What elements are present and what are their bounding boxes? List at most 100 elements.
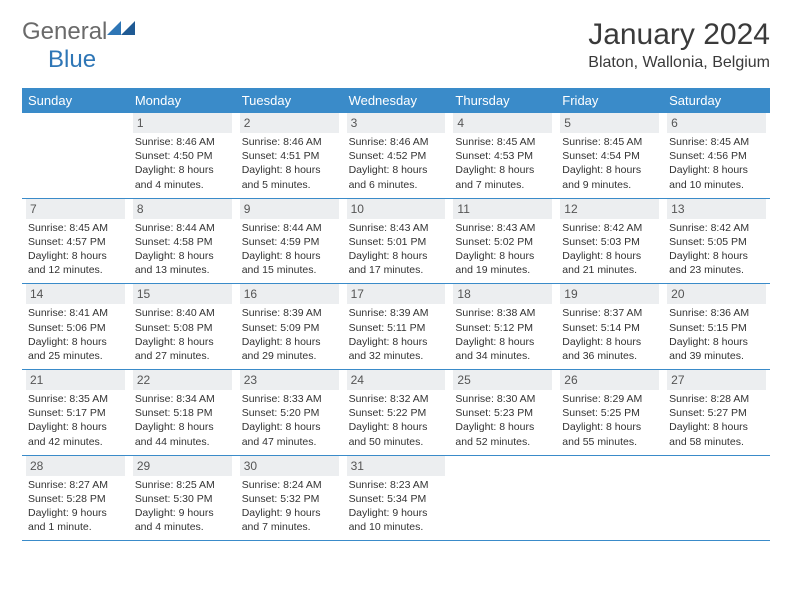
day-number: 12 xyxy=(560,199,659,219)
day-number: 31 xyxy=(347,456,446,476)
sunrise-text: Sunrise: 8:27 AM xyxy=(28,478,123,492)
sunset-text: Sunset: 5:32 PM xyxy=(242,492,337,506)
day-cell: 21Sunrise: 8:35 AMSunset: 5:17 PMDayligh… xyxy=(22,370,129,455)
day-number xyxy=(560,456,659,476)
day-number xyxy=(667,456,766,476)
day-cell: 19Sunrise: 8:37 AMSunset: 5:14 PMDayligh… xyxy=(556,284,663,369)
sunrise-text: Sunrise: 8:32 AM xyxy=(349,392,444,406)
day-number: 26 xyxy=(560,370,659,390)
logo-word-general: General xyxy=(22,18,107,45)
daylight-text: Daylight: 8 hours and 34 minutes. xyxy=(455,335,550,363)
day-cell: 27Sunrise: 8:28 AMSunset: 5:27 PMDayligh… xyxy=(663,370,770,455)
daylight-text: Daylight: 9 hours and 1 minute. xyxy=(28,506,123,534)
daylight-text: Daylight: 8 hours and 5 minutes. xyxy=(242,163,337,191)
sunrise-text: Sunrise: 8:42 AM xyxy=(669,221,764,235)
day-number: 3 xyxy=(347,113,446,133)
day-cell: 26Sunrise: 8:29 AMSunset: 5:25 PMDayligh… xyxy=(556,370,663,455)
sunrise-text: Sunrise: 8:38 AM xyxy=(455,306,550,320)
day-cell: 20Sunrise: 8:36 AMSunset: 5:15 PMDayligh… xyxy=(663,284,770,369)
day-details: Sunrise: 8:42 AMSunset: 5:03 PMDaylight:… xyxy=(560,221,659,278)
day-number: 24 xyxy=(347,370,446,390)
daylight-text: Daylight: 8 hours and 13 minutes. xyxy=(135,249,230,277)
daylight-text: Daylight: 8 hours and 6 minutes. xyxy=(349,163,444,191)
day-details: Sunrise: 8:44 AMSunset: 4:59 PMDaylight:… xyxy=(240,221,339,278)
sunrise-text: Sunrise: 8:43 AM xyxy=(455,221,550,235)
day-number: 5 xyxy=(560,113,659,133)
week-row: 7Sunrise: 8:45 AMSunset: 4:57 PMDaylight… xyxy=(22,199,770,285)
day-details: Sunrise: 8:45 AMSunset: 4:53 PMDaylight:… xyxy=(453,135,552,192)
daylight-text: Daylight: 8 hours and 32 minutes. xyxy=(349,335,444,363)
week-row: 28Sunrise: 8:27 AMSunset: 5:28 PMDayligh… xyxy=(22,456,770,542)
day-cell-empty xyxy=(22,113,129,198)
sunset-text: Sunset: 4:59 PM xyxy=(242,235,337,249)
day-cell: 12Sunrise: 8:42 AMSunset: 5:03 PMDayligh… xyxy=(556,199,663,284)
sunset-text: Sunset: 5:09 PM xyxy=(242,321,337,335)
sunset-text: Sunset: 5:17 PM xyxy=(28,406,123,420)
daylight-text: Daylight: 8 hours and 21 minutes. xyxy=(562,249,657,277)
weekday-wednesday: Wednesday xyxy=(343,88,450,113)
day-details: Sunrise: 8:35 AMSunset: 5:17 PMDaylight:… xyxy=(26,392,125,449)
logo: General Blue xyxy=(22,18,135,74)
day-details: Sunrise: 8:37 AMSunset: 5:14 PMDaylight:… xyxy=(560,306,659,363)
sunrise-text: Sunrise: 8:30 AM xyxy=(455,392,550,406)
day-number: 23 xyxy=(240,370,339,390)
sunrise-text: Sunrise: 8:29 AM xyxy=(562,392,657,406)
sunset-text: Sunset: 4:57 PM xyxy=(28,235,123,249)
day-details: Sunrise: 8:45 AMSunset: 4:57 PMDaylight:… xyxy=(26,221,125,278)
sunset-text: Sunset: 5:15 PM xyxy=(669,321,764,335)
sunrise-text: Sunrise: 8:42 AM xyxy=(562,221,657,235)
sunrise-text: Sunrise: 8:39 AM xyxy=(349,306,444,320)
day-number: 7 xyxy=(26,199,125,219)
logo-word-blue: Blue xyxy=(48,46,96,73)
daylight-text: Daylight: 8 hours and 7 minutes. xyxy=(455,163,550,191)
sunset-text: Sunset: 4:54 PM xyxy=(562,149,657,163)
day-details: Sunrise: 8:29 AMSunset: 5:25 PMDaylight:… xyxy=(560,392,659,449)
day-details: Sunrise: 8:39 AMSunset: 5:09 PMDaylight:… xyxy=(240,306,339,363)
sunset-text: Sunset: 5:20 PM xyxy=(242,406,337,420)
calendar: SundayMondayTuesdayWednesdayThursdayFrid… xyxy=(22,88,770,541)
day-details: Sunrise: 8:32 AMSunset: 5:22 PMDaylight:… xyxy=(347,392,446,449)
day-number: 18 xyxy=(453,284,552,304)
sunset-text: Sunset: 5:27 PM xyxy=(669,406,764,420)
day-number: 6 xyxy=(667,113,766,133)
sunset-text: Sunset: 5:12 PM xyxy=(455,321,550,335)
day-cell: 24Sunrise: 8:32 AMSunset: 5:22 PMDayligh… xyxy=(343,370,450,455)
sunset-text: Sunset: 5:11 PM xyxy=(349,321,444,335)
day-cell: 3Sunrise: 8:46 AMSunset: 4:52 PMDaylight… xyxy=(343,113,450,198)
day-cell: 11Sunrise: 8:43 AMSunset: 5:02 PMDayligh… xyxy=(449,199,556,284)
daylight-text: Daylight: 8 hours and 42 minutes. xyxy=(28,420,123,448)
sunset-text: Sunset: 4:51 PM xyxy=(242,149,337,163)
day-details: Sunrise: 8:40 AMSunset: 5:08 PMDaylight:… xyxy=(133,306,232,363)
daylight-text: Daylight: 8 hours and 19 minutes. xyxy=(455,249,550,277)
day-details: Sunrise: 8:33 AMSunset: 5:20 PMDaylight:… xyxy=(240,392,339,449)
day-details: Sunrise: 8:34 AMSunset: 5:18 PMDaylight:… xyxy=(133,392,232,449)
daylight-text: Daylight: 8 hours and 15 minutes. xyxy=(242,249,337,277)
week-row: 14Sunrise: 8:41 AMSunset: 5:06 PMDayligh… xyxy=(22,284,770,370)
sunset-text: Sunset: 5:02 PM xyxy=(455,235,550,249)
day-cell-empty xyxy=(449,456,556,541)
day-details: Sunrise: 8:36 AMSunset: 5:15 PMDaylight:… xyxy=(667,306,766,363)
daylight-text: Daylight: 8 hours and 29 minutes. xyxy=(242,335,337,363)
daylight-text: Daylight: 8 hours and 23 minutes. xyxy=(669,249,764,277)
weekday-header-row: SundayMondayTuesdayWednesdayThursdayFrid… xyxy=(22,88,770,113)
day-number: 13 xyxy=(667,199,766,219)
day-details: Sunrise: 8:44 AMSunset: 4:58 PMDaylight:… xyxy=(133,221,232,278)
day-cell: 30Sunrise: 8:24 AMSunset: 5:32 PMDayligh… xyxy=(236,456,343,541)
day-cell: 28Sunrise: 8:27 AMSunset: 5:28 PMDayligh… xyxy=(22,456,129,541)
daylight-text: Daylight: 8 hours and 10 minutes. xyxy=(669,163,764,191)
daylight-text: Daylight: 8 hours and 52 minutes. xyxy=(455,420,550,448)
day-number xyxy=(26,113,125,133)
day-cell: 5Sunrise: 8:45 AMSunset: 4:54 PMDaylight… xyxy=(556,113,663,198)
day-details: Sunrise: 8:38 AMSunset: 5:12 PMDaylight:… xyxy=(453,306,552,363)
sunset-text: Sunset: 5:34 PM xyxy=(349,492,444,506)
sunset-text: Sunset: 4:50 PM xyxy=(135,149,230,163)
sunrise-text: Sunrise: 8:41 AM xyxy=(28,306,123,320)
day-cell: 8Sunrise: 8:44 AMSunset: 4:58 PMDaylight… xyxy=(129,199,236,284)
day-details: Sunrise: 8:43 AMSunset: 5:01 PMDaylight:… xyxy=(347,221,446,278)
weekday-tuesday: Tuesday xyxy=(236,88,343,113)
sunrise-text: Sunrise: 8:24 AM xyxy=(242,478,337,492)
day-number: 2 xyxy=(240,113,339,133)
day-number xyxy=(453,456,552,476)
sunrise-text: Sunrise: 8:25 AM xyxy=(135,478,230,492)
daylight-text: Daylight: 8 hours and 36 minutes. xyxy=(562,335,657,363)
